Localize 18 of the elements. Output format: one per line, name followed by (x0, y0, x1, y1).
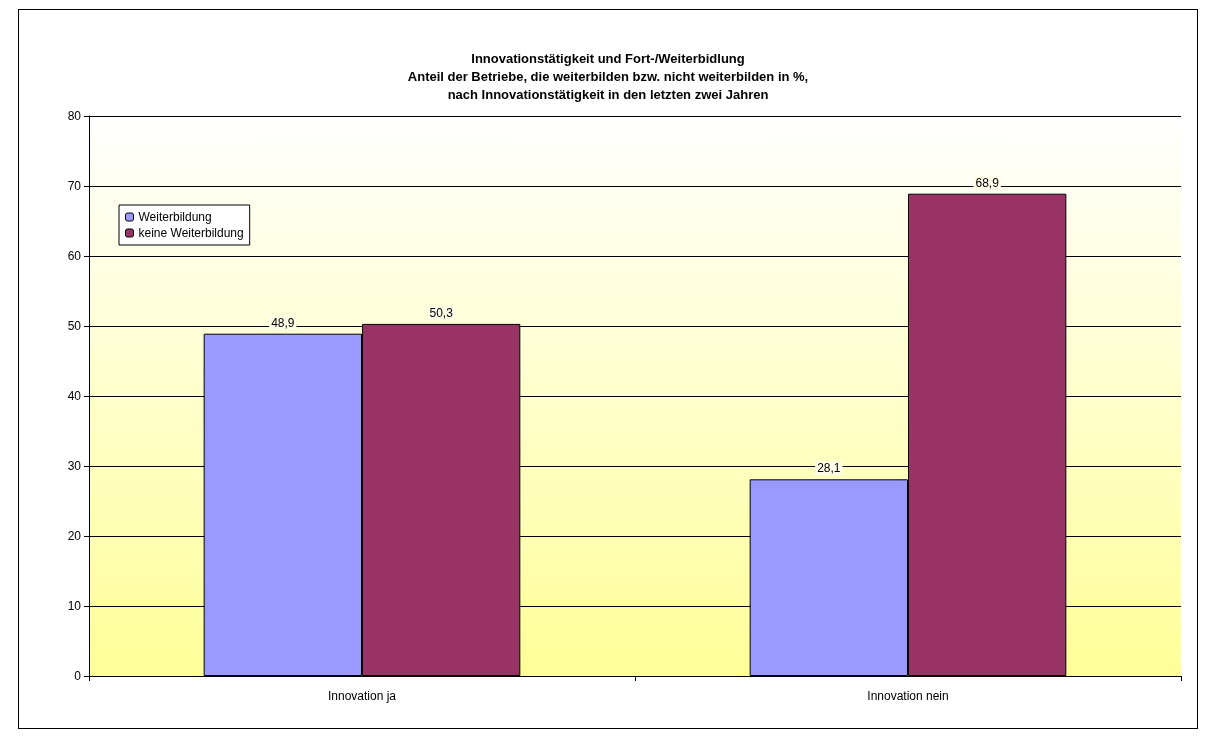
data-label: 48,9 (271, 315, 295, 330)
data-label: 68,9 (975, 175, 1000, 190)
chart-title: Innovationstätigkeit und Fort-/Weiterbidlung Anteil der Betriebe, die weiterbilden bzw. nicht weiterbilden in %, nach Innovationstätigkeit in den letzten zwei Jahren (407, 50, 809, 102)
x-tick-label: Innovation ja (327, 689, 397, 703)
y-tick-label: 50 (67, 319, 82, 333)
y-tick-label: 80 (67, 109, 82, 123)
y-tick-label: 40 (67, 389, 82, 403)
y-tick-label: 0 (74, 669, 82, 683)
y-tick-label: 60 (67, 249, 82, 263)
data-label: 50,3 (429, 305, 454, 320)
x-tick-label: Innovation nein (867, 689, 949, 703)
y-tick-label: 70 (67, 179, 82, 193)
legend-label: Weiterbildung (138, 210, 212, 224)
legend-label: keine Weiterbildung (138, 226, 244, 240)
y-tick-label: 10 (67, 599, 82, 613)
data-label: 28,1 (817, 461, 841, 476)
y-tick-label: 20 (67, 529, 82, 543)
y-tick-label: 30 (67, 459, 82, 473)
